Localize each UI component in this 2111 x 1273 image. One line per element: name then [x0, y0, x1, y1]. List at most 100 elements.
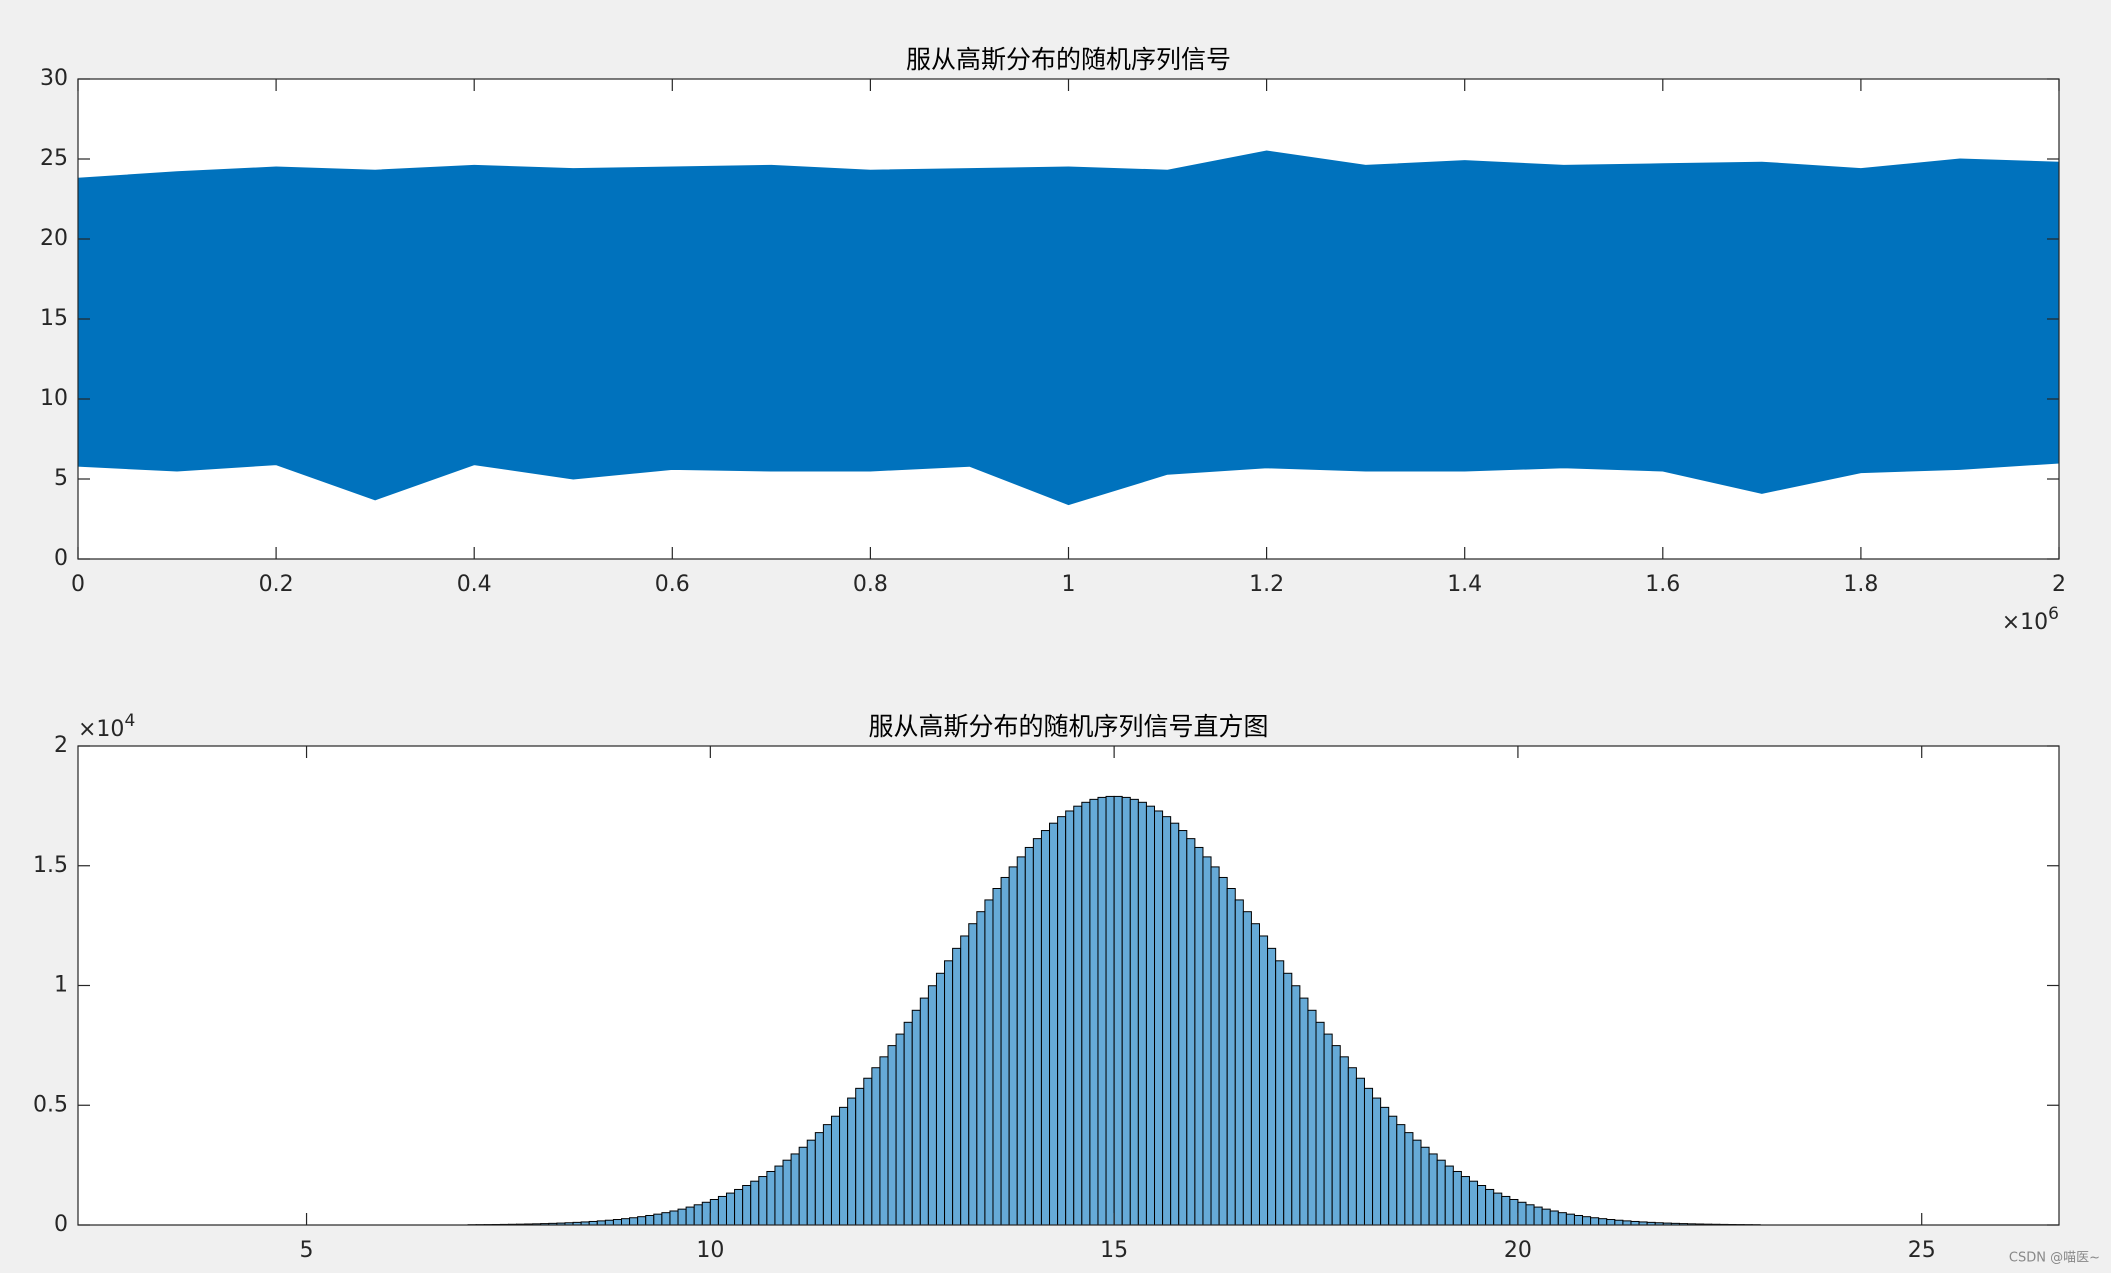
hist-bar	[1606, 1219, 1616, 1226]
hist-bar	[1275, 960, 1285, 1226]
hist-bar	[895, 1033, 905, 1226]
hist-bar	[1049, 822, 1059, 1226]
hist-bar	[1194, 846, 1204, 1226]
hist-bar	[1380, 1106, 1390, 1226]
hist-bar	[1145, 805, 1156, 1226]
hist-bar	[1614, 1219, 1624, 1226]
hist-bar	[887, 1045, 897, 1226]
hist-bar	[1008, 866, 1018, 1226]
hist-bar	[1388, 1115, 1398, 1226]
hist-bar	[879, 1056, 889, 1226]
hist-bar	[1226, 888, 1236, 1226]
hist-bar	[1460, 1176, 1470, 1226]
x-tick-label: 1.8	[1843, 572, 1878, 597]
hist-bar	[1250, 923, 1260, 1226]
hist-bar	[1541, 1208, 1551, 1226]
hist-bar	[1565, 1213, 1575, 1226]
x-tick-label: 0.6	[655, 572, 690, 597]
hist-bar	[847, 1097, 857, 1226]
x-tick-label: 25	[1908, 1238, 1936, 1263]
hist-bar	[1129, 798, 1139, 1226]
hist-bar	[1315, 1021, 1325, 1226]
x-tick-label: 5	[300, 1238, 314, 1263]
exponent-base: ×10	[78, 717, 124, 742]
hist-bar	[669, 1210, 679, 1226]
watermark: CSDN @喵医~	[2009, 1251, 2100, 1266]
hist-bar	[1154, 810, 1164, 1226]
hist-bar	[1032, 838, 1042, 1226]
hist-bar	[863, 1077, 873, 1226]
hist-bar	[1428, 1153, 1438, 1226]
hist-bar	[1533, 1206, 1543, 1226]
hist-bar	[1040, 830, 1051, 1226]
x-tick-label: 15	[1100, 1238, 1128, 1263]
hist-bar	[1404, 1132, 1414, 1226]
hist-bar	[596, 1220, 606, 1226]
y-tick-label: 0	[54, 1212, 68, 1237]
hist-bar	[1162, 816, 1172, 1226]
hist-bar	[1000, 876, 1010, 1226]
chart-title: 服从高斯分布的随机序列信号	[906, 45, 1231, 74]
hist-bar	[952, 947, 962, 1226]
hist-bar	[1525, 1204, 1535, 1226]
hist-bar	[839, 1106, 849, 1226]
hist-bar	[782, 1159, 792, 1226]
hist-bar	[1016, 856, 1026, 1226]
hist-bar	[701, 1201, 711, 1226]
hist-bar	[734, 1188, 744, 1226]
x-tick-label: 2	[2052, 572, 2066, 597]
hist-bar	[661, 1212, 671, 1226]
hist-bar	[1347, 1067, 1357, 1226]
x-tick-label: 20	[1504, 1238, 1532, 1263]
y-tick-label: 20	[40, 226, 68, 251]
hist-bar	[1307, 1009, 1317, 1226]
hist-bar	[1097, 796, 1107, 1226]
hist-bar	[637, 1216, 647, 1226]
hist-bar	[1113, 795, 1123, 1226]
hist-bar	[1468, 1180, 1479, 1226]
hist-bar	[968, 923, 978, 1226]
hist-bar	[774, 1165, 784, 1226]
hist-bar	[1283, 972, 1293, 1226]
y-exponent: ×104	[78, 711, 135, 742]
hist-bar	[1485, 1188, 1495, 1226]
hist-bar	[1137, 801, 1147, 1226]
hist-bar	[1210, 866, 1220, 1226]
hist-bar	[1242, 911, 1252, 1226]
hist-bar	[1396, 1124, 1406, 1226]
y-tick-label: 1.5	[33, 853, 68, 878]
hist-bar	[693, 1204, 703, 1226]
hist-bar	[1065, 810, 1075, 1226]
x-tick-label: 0.4	[457, 572, 492, 597]
hist-bar	[1057, 816, 1067, 1226]
hist-bar	[1436, 1159, 1446, 1226]
hist-bar	[1420, 1146, 1430, 1226]
hist-bar	[960, 935, 970, 1226]
hist-bar	[911, 1009, 921, 1226]
y-tick-label: 0.5	[33, 1092, 68, 1117]
hist-bar	[822, 1124, 832, 1226]
hist-bar	[1477, 1185, 1487, 1226]
exponent-power: 6	[2048, 604, 2059, 624]
hist-bar	[1339, 1056, 1349, 1226]
hist-bar	[790, 1153, 800, 1226]
x-tick-label: 1.6	[1645, 572, 1680, 597]
hist-bar	[1331, 1045, 1341, 1226]
hist-bar	[612, 1219, 623, 1226]
y-tick-label: 0	[54, 546, 68, 571]
hist-bar	[1573, 1214, 1584, 1226]
hist-bar	[758, 1176, 768, 1226]
hist-bar	[1258, 935, 1269, 1226]
y-tick-label: 30	[40, 66, 68, 91]
x-tick-label: 0.2	[259, 572, 294, 597]
hist-bar	[1073, 805, 1083, 1226]
y-tick-label: 25	[40, 146, 68, 171]
hist-bar	[709, 1198, 719, 1226]
hist-bar	[1501, 1195, 1511, 1226]
hist-bar	[1452, 1170, 1462, 1226]
x-tick-label: 0.8	[853, 572, 888, 597]
hist-bar	[1234, 899, 1244, 1226]
hist-bar	[1557, 1212, 1567, 1226]
signal-band	[77, 150, 2060, 506]
